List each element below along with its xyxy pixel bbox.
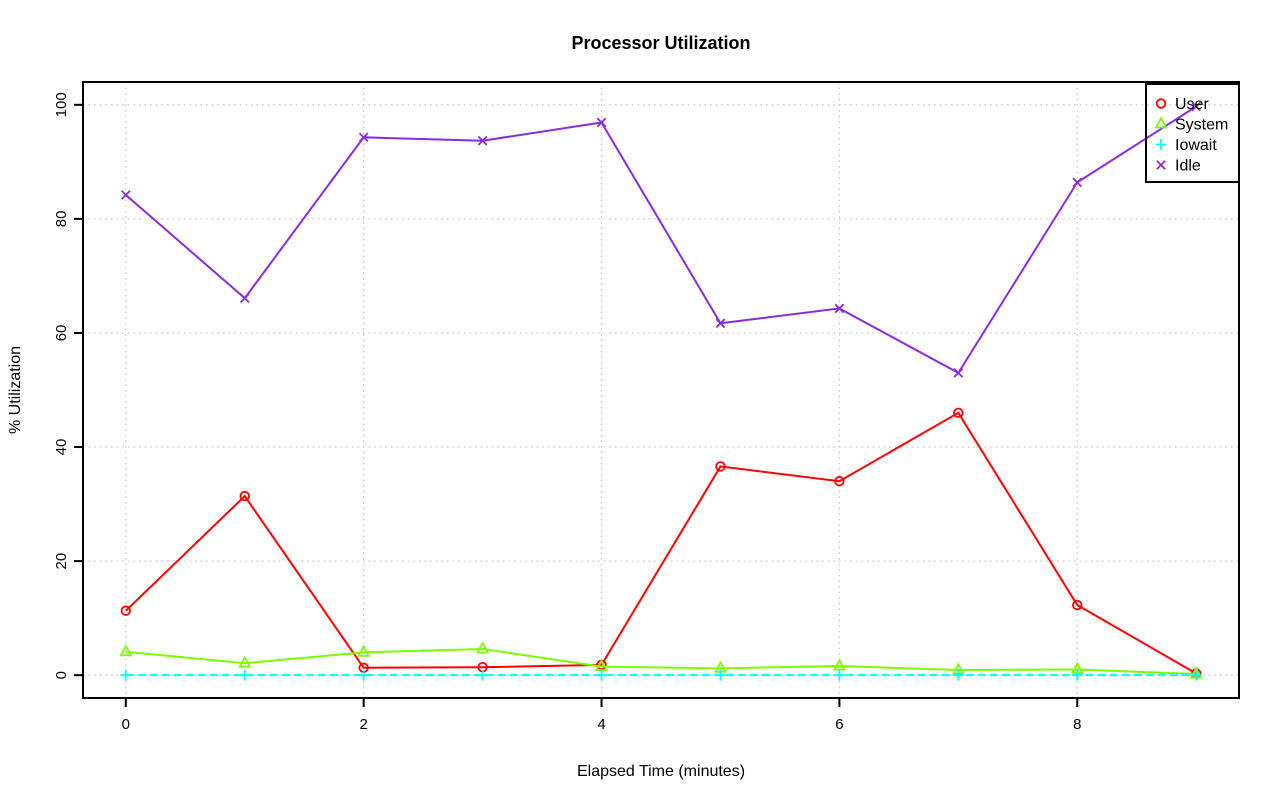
system-point-1 (238, 655, 252, 668)
idle-point-2 (358, 132, 369, 143)
user-point-6 (834, 476, 845, 487)
plus-marker-icon (1155, 139, 1167, 150)
chart-title: Processor Utilization (571, 33, 750, 53)
x-tick-label: 4 (597, 716, 605, 733)
iowait-point-9 (1190, 669, 1202, 681)
idle-point-8 (1072, 177, 1083, 188)
idle-point-4 (596, 117, 607, 128)
idle-point-9 (1191, 101, 1202, 112)
system-point-6 (832, 658, 846, 671)
series-layer (119, 101, 1203, 681)
legend-layer: User System Iowait Idle (1145, 83, 1240, 183)
system-point-2 (357, 644, 371, 657)
iowait-point-1 (239, 669, 251, 681)
series-idle (120, 101, 1202, 378)
legend-label-iowait: Iowait (1175, 137, 1217, 154)
idle-point-0 (120, 190, 131, 200)
iowait-point-4 (596, 669, 607, 681)
iowait-point-7 (952, 669, 964, 681)
series-user (120, 407, 1202, 679)
series-iowait (120, 669, 1202, 681)
legend-label-system: System (1175, 117, 1228, 134)
user-point-0 (120, 605, 132, 616)
iowait-point-5 (715, 669, 726, 681)
y-axis-title: % Utilization (7, 346, 24, 434)
idle-point-1 (239, 293, 250, 304)
legend-label-idle: Idle (1175, 158, 1201, 175)
open-circle-marker-icon (1155, 98, 1167, 109)
series-line-user (125, 411, 1197, 675)
y-tick-label: 40 (53, 439, 70, 456)
legend-label-user: User (1175, 96, 1209, 113)
plot-border (82, 81, 1240, 699)
y-tick-label: 100 (53, 92, 70, 117)
system-point-0 (119, 644, 133, 657)
iowait-point-0 (120, 669, 132, 681)
series-line-system (125, 647, 1197, 676)
legend-box (1145, 83, 1240, 183)
user-point-5 (715, 461, 726, 472)
iowait-point-3 (477, 669, 489, 681)
x-tick-label: 0 (122, 716, 130, 733)
iowait-point-6 (833, 669, 845, 681)
x-tick-label: 6 (835, 716, 843, 733)
y-tick-label: 0 (53, 671, 70, 679)
iowait-point-8 (1071, 669, 1083, 681)
y-tick-label: 60 (53, 325, 70, 342)
open-triangle-marker-icon (1154, 116, 1168, 129)
series-system (119, 641, 1203, 679)
grid-layer (83, 82, 1239, 698)
idle-point-3 (477, 135, 488, 146)
idle-point-5 (715, 318, 726, 329)
iowait-point-2 (358, 669, 370, 681)
y-tick-label: 80 (53, 211, 70, 228)
x-tick-label: 2 (360, 716, 368, 733)
x-marker-icon (1156, 160, 1166, 170)
user-point-1 (239, 490, 250, 502)
user-point-7 (953, 407, 964, 419)
series-line-idle (125, 105, 1197, 375)
user-point-8 (1072, 599, 1083, 611)
idle-point-7 (953, 368, 964, 378)
y-tick-label: 20 (53, 553, 70, 570)
x-axis-title: Elapsed Time (minutes) (577, 763, 745, 780)
x-tick-label: 8 (1073, 716, 1081, 733)
system-point-3 (476, 641, 490, 654)
idle-point-6 (834, 303, 845, 314)
